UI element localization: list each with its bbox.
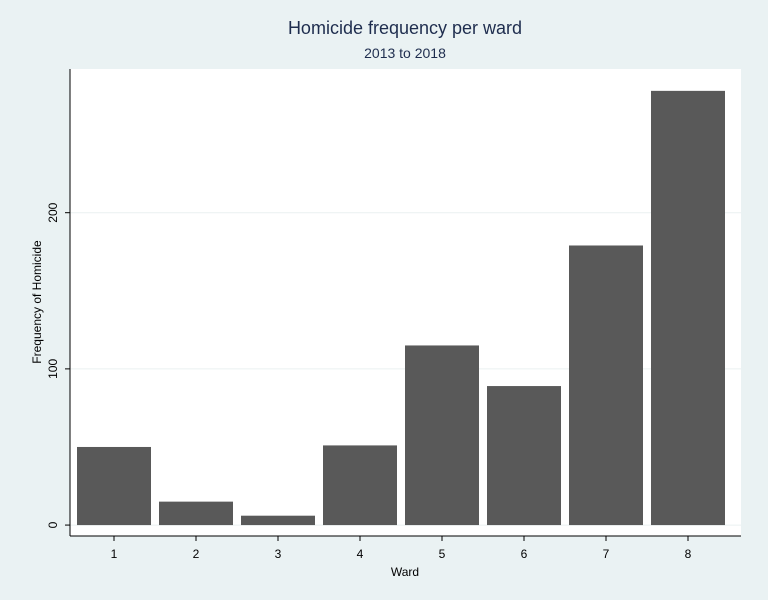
x-tick-label-7: 7	[603, 547, 610, 561]
x-tick-label-1: 1	[111, 547, 118, 561]
bar-ward-2	[159, 501, 233, 526]
y-tick-label-200: 200	[46, 202, 60, 222]
bar-ward-8	[651, 90, 725, 526]
bar-ward-1	[77, 446, 151, 526]
bar-ward-7	[569, 245, 643, 526]
bar-ward-4	[323, 445, 397, 526]
y-axis-label: Frequency of Homicide	[30, 240, 44, 364]
x-tick-label-2: 2	[193, 547, 200, 561]
y-tick-label-0: 0	[46, 521, 60, 528]
bar-ward-5	[405, 345, 479, 526]
bar-ward-6	[487, 386, 561, 526]
x-tick-label-5: 5	[439, 547, 446, 561]
bars	[77, 90, 725, 526]
chart-subtitle: 2013 to 2018	[364, 45, 446, 61]
x-axis-label: Ward	[391, 565, 419, 579]
bar-ward-3	[241, 515, 315, 526]
y-ticks: 0 100 200	[46, 202, 70, 528]
x-tick-label-8: 8	[685, 547, 692, 561]
chart-title: Homicide frequency per ward	[287, 18, 523, 38]
x-tick-label-6: 6	[521, 547, 528, 561]
x-tick-label-4: 4	[357, 547, 364, 561]
x-ticks: 1 2 3 4 5 6 7 8	[111, 536, 692, 561]
x-tick-label-3: 3	[275, 547, 282, 561]
y-tick-label-100: 100	[46, 359, 60, 379]
